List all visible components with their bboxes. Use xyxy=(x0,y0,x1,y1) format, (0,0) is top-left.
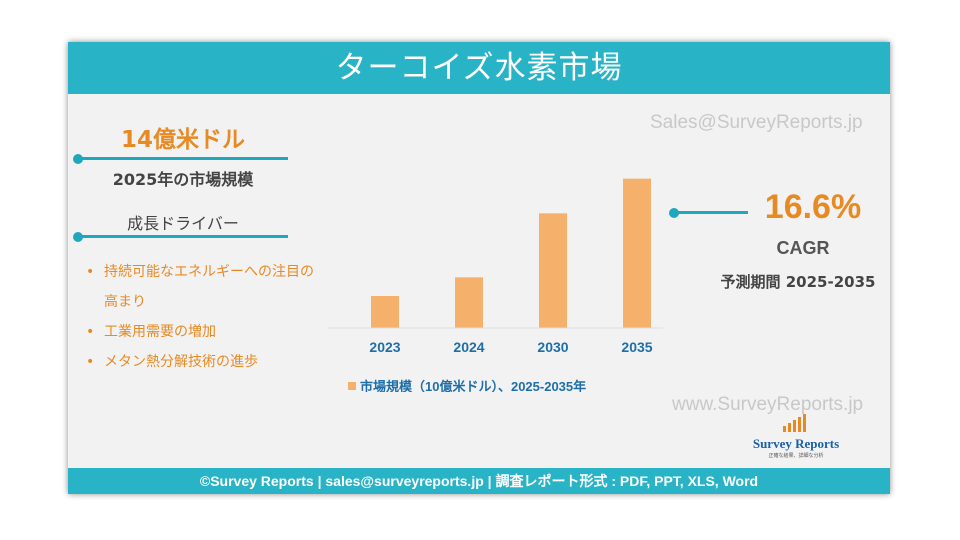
logo: Survey Reports 正確な結果、詳細な分析 xyxy=(746,414,846,459)
driver-item: メタン熱分解技術の進歩 xyxy=(86,347,316,377)
bars-group xyxy=(371,178,651,328)
tick-label-2035: 2035 xyxy=(621,339,652,355)
logo-tagline: 正確な結果、詳細な分析 xyxy=(768,453,824,459)
drivers-title: 成長ドライバー xyxy=(127,214,239,233)
page-title: ターコイズ水素市場 xyxy=(68,42,890,94)
bar-2035 xyxy=(623,178,651,328)
driver-item: 持続可能なエネルギーへの注目の高まり xyxy=(86,257,316,317)
footer-text: ©Survey Reports | sales@surveyreports.jp… xyxy=(68,468,890,494)
driver-text: 持続可能なエネルギーへの注目の高まり xyxy=(104,264,314,310)
tick-label-2023: 2023 xyxy=(369,339,400,355)
bar-2023 xyxy=(371,296,399,328)
cagr-label: CAGR xyxy=(776,238,830,258)
divider-line xyxy=(78,157,288,160)
watermark-email: Sales@SurveyReports.jp xyxy=(650,112,863,133)
bar-2024 xyxy=(455,277,483,328)
logo-name: Survey Reports xyxy=(752,436,840,451)
cagr-line xyxy=(674,211,748,214)
infographic-card: ターコイズ水素市場 14億米ドル 2025年の市場規模 成長ドライバー 持続可能… xyxy=(68,42,890,494)
tick-label-2024: 2024 xyxy=(453,339,484,355)
driver-text: 工業用需要の増加 xyxy=(104,324,216,340)
forecast-period: 予測期間 2025-2035 xyxy=(720,273,876,291)
divider-line xyxy=(78,235,288,238)
bar-2030 xyxy=(539,213,567,328)
bar-chart: 2023 2024 2030 2035 市場規模（10億米ドル）、2025-2035年 xyxy=(328,178,663,392)
driver-text: メタン熱分解技術の進歩 xyxy=(104,354,258,370)
market-size-label: 2025年の市場規模 xyxy=(112,170,254,189)
tick-label-2030: 2030 xyxy=(537,339,568,355)
driver-item: 工業用需要の増加 xyxy=(86,317,316,347)
drivers-list: 持続可能なエネルギーへの注目の高まり 工業用需要の増加 メタン熱分解技術の進歩 xyxy=(86,257,316,377)
legend-swatch xyxy=(348,382,356,390)
cagr-value: 16.6% xyxy=(764,188,862,226)
watermark-url: www.SurveyReports.jp xyxy=(672,394,864,415)
tick-labels-group: 2023 2024 2030 2035 xyxy=(369,339,652,355)
market-size-value: 14億米ドル xyxy=(120,127,245,153)
legend-label: 市場規模（10億米ドル）、2025-2035年 xyxy=(360,379,586,392)
logo-bars-icon xyxy=(783,414,806,432)
